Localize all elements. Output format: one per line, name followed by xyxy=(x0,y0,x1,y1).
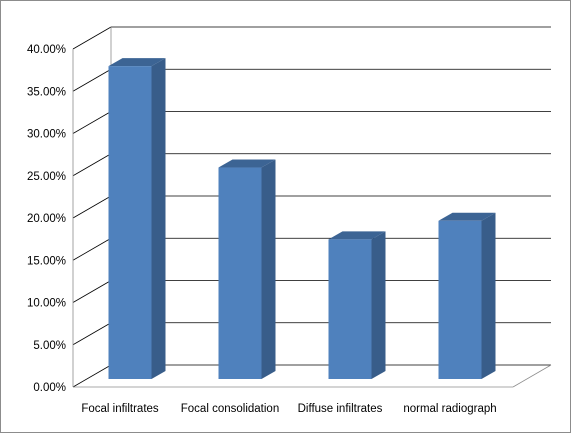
bar xyxy=(108,58,166,379)
floor-side-edge xyxy=(512,364,552,388)
bar-side-face xyxy=(481,212,496,379)
gridline-depth xyxy=(72,280,112,303)
y-tick-label: 25.00% xyxy=(27,171,66,183)
bar-front-face xyxy=(438,220,482,379)
y-tick-label: 5.00% xyxy=(33,340,66,352)
bar xyxy=(438,212,496,379)
bar-top-face xyxy=(108,58,166,67)
x-category-label: Diffuse infiltrates xyxy=(298,403,383,415)
y-tick-label: 30.00% xyxy=(27,129,66,141)
bar xyxy=(328,231,386,379)
gridline-depth xyxy=(72,195,112,219)
y-axis-tick-labels: 0.00% 5.00% 10.00% 15.00% 20.00% 25.00% 30.00%… xyxy=(27,44,66,394)
bar-top-face xyxy=(218,159,276,168)
gridline-depth xyxy=(72,364,112,388)
bar xyxy=(218,159,276,379)
bar-side-face xyxy=(261,159,276,379)
y-tick-label: 0.00% xyxy=(33,382,66,394)
y-tick-label: 20.00% xyxy=(27,213,66,225)
gridline-depth xyxy=(72,26,112,50)
bar-top-face xyxy=(438,212,496,221)
gridline-depth xyxy=(72,68,112,92)
bar-side-face xyxy=(371,231,386,379)
x-category-label: Focal infiltrates xyxy=(81,403,159,415)
gridline-depth xyxy=(72,153,112,177)
x-category-label: normal radiograph xyxy=(403,403,496,415)
bar-front-face xyxy=(108,66,152,379)
bar-front-face xyxy=(218,167,262,379)
x-category-label: Focal consolidation xyxy=(181,403,279,415)
y-tick-label: 10.00% xyxy=(27,298,66,310)
gridline-depth xyxy=(72,322,112,346)
gridline-depth xyxy=(72,111,112,134)
bar-series xyxy=(108,58,496,379)
bar-front-face xyxy=(328,239,372,379)
bar-side-face xyxy=(151,58,166,379)
y-tick-label: 40.00% xyxy=(27,44,66,56)
y-tick-label: 35.00% xyxy=(27,86,66,98)
x-axis-category-labels: Focal infiltrates Focal consolidation Diff… xyxy=(81,403,496,415)
y-tick-label: 15.00% xyxy=(27,255,66,267)
bar-top-face xyxy=(328,231,386,240)
gridline-depth xyxy=(72,237,112,261)
